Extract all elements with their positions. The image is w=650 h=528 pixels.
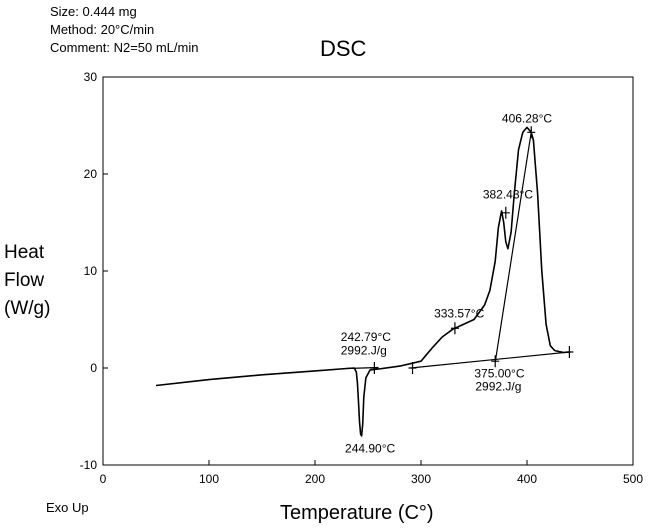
comment-label: Comment: N2=50 mL/min	[50, 40, 199, 55]
annotations: 242.79°C2992.J/g244.90°C333.57°C375.00°C…	[341, 112, 553, 456]
analysis-marker	[450, 322, 459, 335]
y-axis-label-unit: (W/g)	[4, 298, 51, 319]
analysis-marker	[491, 355, 500, 368]
analysis-marker	[527, 126, 536, 139]
analysis-marker	[501, 206, 510, 219]
plot-frame	[102, 76, 634, 466]
x-axis-label: Temperature (C°)	[280, 502, 434, 524]
baseline-line	[494, 132, 532, 363]
method-label: Method: 20°C/min	[50, 22, 155, 37]
y-tick-label: -10	[80, 458, 98, 472]
annotation-label: 2992.J/g	[475, 379, 521, 393]
annotation-label: 242.79°C	[341, 330, 392, 344]
x-tick-label: 400	[517, 472, 537, 486]
x-tick-label: 0	[100, 472, 107, 486]
annotation-label: 382.43°C	[483, 187, 534, 201]
analysis-marker	[565, 345, 574, 358]
x-tick-label: 200	[305, 472, 325, 486]
x-tick-label: 500	[623, 472, 643, 486]
baseline-line	[410, 351, 570, 369]
y-tick-label: 20	[84, 167, 98, 181]
series-line	[155, 126, 570, 437]
annotation-label: 244.90°C	[345, 441, 396, 455]
annotation-label: 333.57°C	[434, 307, 485, 321]
y-tick-label: 30	[84, 70, 98, 84]
annotation-label: 375.00°C	[474, 367, 525, 381]
y-tick-label: 0	[90, 361, 97, 375]
series-group	[155, 126, 570, 437]
x-tick-label: 300	[411, 472, 431, 486]
analysis-marker	[370, 362, 379, 374]
chart-title: DSC	[320, 36, 367, 61]
y-axis-label-flow: Flow	[4, 270, 45, 291]
annotation-label: 406.28°C	[502, 112, 553, 126]
y-tick-label: 10	[84, 264, 98, 278]
annotation-label: 2992.J/g	[341, 343, 387, 357]
analysis-marker	[408, 362, 417, 374]
sample-size-label: Size: 0.444 mg	[50, 4, 137, 19]
x-tick-label: 100	[199, 472, 219, 486]
exo-up-label: Exo Up	[46, 500, 89, 515]
markers	[370, 126, 574, 374]
y-axis-label-heat: Heat	[4, 242, 45, 263]
